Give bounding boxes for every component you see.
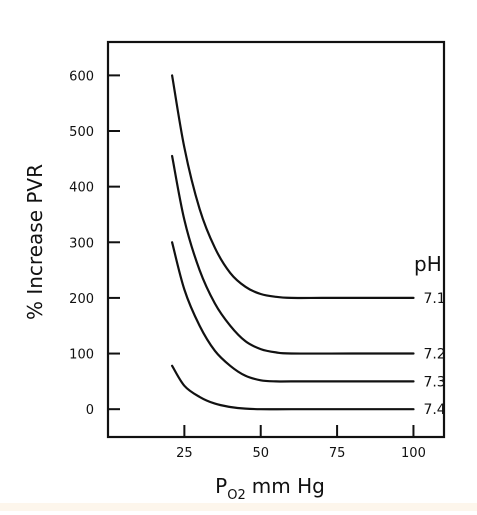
series-layer: 7.1 7.2 7.3 7.4 [171, 74, 446, 418]
x-tick-label-50: 50 [252, 446, 269, 461]
series-line-ph-7.4 [171, 364, 415, 411]
y-tick-label-0: 0 [86, 403, 94, 418]
series-label-ph-7.2: 7.2 [423, 347, 445, 363]
y-tick-label-200: 200 [69, 292, 94, 307]
y-axis-ticks: 0 100 200 300 400 500 600 [69, 69, 120, 418]
legend-title: pH [414, 252, 442, 276]
y-tick-label-100: 100 [69, 348, 94, 363]
plot-frame [106, 40, 446, 439]
series-line-ph-7.1 [171, 74, 415, 300]
series-line-ph-7.3 [171, 241, 415, 383]
series-label-ph-7.4: 7.4 [423, 402, 445, 418]
y-tick-label-500: 500 [69, 125, 94, 140]
y-axis-label: % Increase PVR [23, 164, 47, 320]
series-line-ph-7.2 [171, 154, 415, 355]
x-tick-label-25: 25 [176, 446, 193, 461]
y-tick-label-600: 600 [69, 69, 94, 84]
x-axis-ticks: 25 50 75 100 [176, 425, 426, 461]
y-tick-label-300: 300 [69, 236, 94, 251]
x-axis-label-units: mm Hg [252, 474, 325, 498]
x-tick-label-75: 75 [329, 446, 346, 461]
series-label-ph-7.1: 7.1 [423, 291, 445, 307]
x-axis-label-main: P [215, 474, 227, 498]
y-tick-label-400: 400 [69, 181, 94, 196]
x-tick-label-100: 100 [401, 446, 426, 461]
x-axis-label: PO2 mm Hg [215, 474, 325, 503]
bottom-band [0, 503, 477, 511]
series-label-ph-7.3: 7.3 [423, 374, 445, 390]
x-axis-label-subscript: O2 [227, 488, 246, 503]
